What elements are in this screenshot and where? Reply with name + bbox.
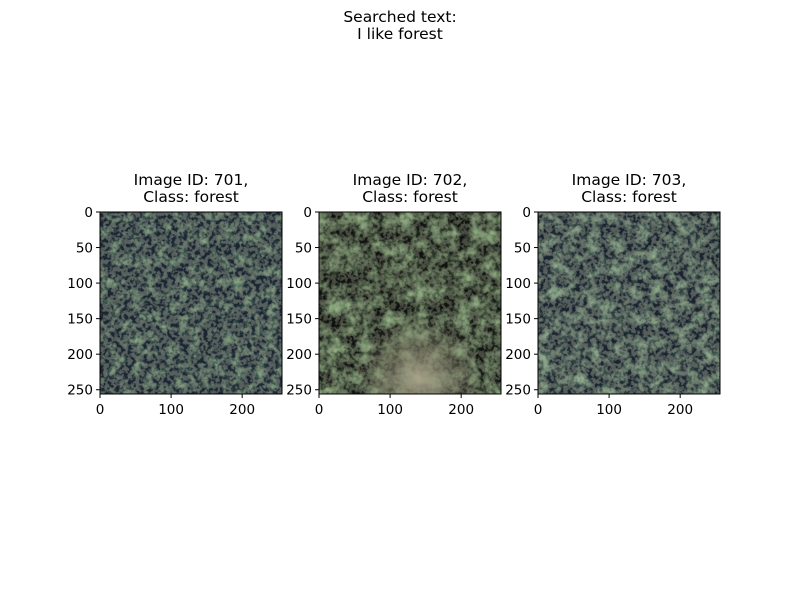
- x-tick-label: 200: [667, 402, 693, 418]
- x-tick-label: 100: [377, 402, 403, 418]
- figure-title-line2: I like forest: [357, 25, 443, 43]
- y-tick-label: 0: [84, 205, 93, 221]
- y-tick-label: 150: [67, 312, 93, 328]
- y-tick-label: 250: [67, 383, 93, 399]
- x-tick-label: 0: [315, 402, 324, 418]
- panel-title-line1: Image ID: 703,: [571, 171, 687, 189]
- panel-title-702: Image ID: 702, Class: forest: [300, 172, 520, 206]
- y-tick-label: 50: [76, 241, 93, 257]
- panel-703: [537, 211, 721, 395]
- y-tick-label: 250: [286, 383, 312, 399]
- y-tick-label: 0: [522, 205, 531, 221]
- x-tick-label: 0: [96, 402, 105, 418]
- panel-701: [99, 211, 283, 395]
- y-tick-label: 200: [286, 347, 312, 363]
- panel-title-703: Image ID: 703, Class: forest: [519, 172, 739, 206]
- panel-title-701: Image ID: 701, Class: forest: [81, 172, 301, 206]
- x-tick-label: 200: [229, 402, 255, 418]
- axes-frame: [99, 211, 283, 395]
- y-tick-label: 150: [505, 312, 531, 328]
- satellite-image-702: [319, 212, 501, 394]
- panel-title-line2: Class: forest: [581, 188, 677, 206]
- x-tick-label: 100: [158, 402, 184, 418]
- y-tick-label: 100: [505, 276, 531, 292]
- satellite-image-701: [100, 212, 282, 394]
- x-tick-label: 0: [534, 402, 543, 418]
- y-tick-label: 150: [286, 312, 312, 328]
- y-tick-label: 0: [303, 205, 312, 221]
- figure-title: Searched text: I like forest: [0, 9, 800, 43]
- panel-title-line1: Image ID: 701,: [133, 171, 249, 189]
- x-tick-label: 100: [596, 402, 622, 418]
- y-tick-label: 100: [286, 276, 312, 292]
- panel-702: [318, 211, 502, 395]
- y-tick-label: 250: [505, 383, 531, 399]
- y-tick-label: 200: [67, 347, 93, 363]
- figure-title-line1: Searched text:: [343, 8, 457, 26]
- y-tick-label: 100: [67, 276, 93, 292]
- axes-frame: [318, 211, 502, 395]
- panel-title-line2: Class: forest: [362, 188, 458, 206]
- x-tick-label: 200: [448, 402, 474, 418]
- y-tick-label: 200: [505, 347, 531, 363]
- y-tick-label: 50: [514, 241, 531, 257]
- panel-title-line1: Image ID: 702,: [352, 171, 468, 189]
- satellite-image-703: [538, 212, 720, 394]
- axes-frame: [537, 211, 721, 395]
- panel-title-line2: Class: forest: [143, 188, 239, 206]
- y-tick-label: 50: [295, 241, 312, 257]
